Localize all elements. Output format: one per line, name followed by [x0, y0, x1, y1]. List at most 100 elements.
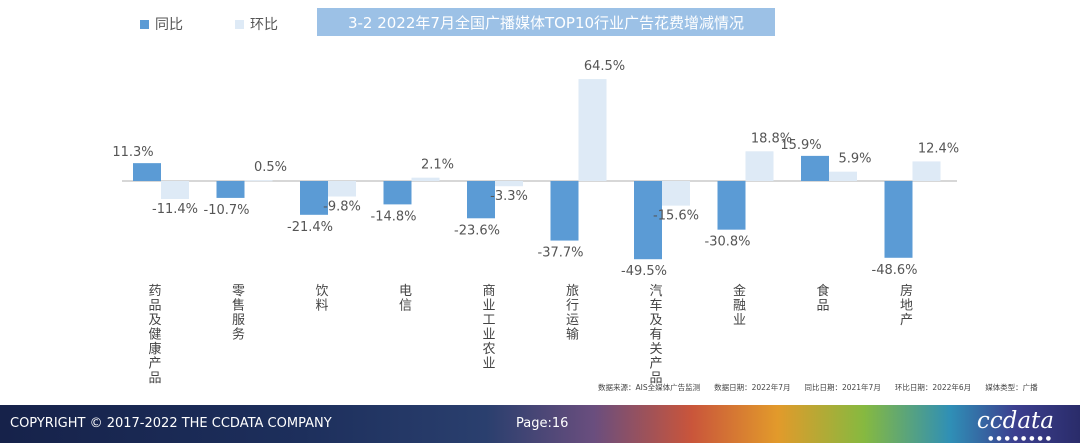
data-label-yoy-2: -21.4%: [287, 220, 333, 235]
source-note: 数据来源：AIS全媒体广告监测 数据日期：2022年7月 同比日期：2021年7…: [598, 382, 1058, 393]
data-label-yoy-1: -10.7%: [204, 203, 250, 218]
data-label-mom-7: 18.8%: [751, 131, 792, 146]
bar-yoy-7: [717, 181, 746, 230]
category-label-5-char-2: 运: [566, 313, 579, 328]
bar-yoy-8: [801, 155, 829, 181]
category-label-0-char-1: 品: [148, 299, 161, 314]
data-label-yoy-9: -48.6%: [872, 263, 918, 278]
data-label-mom-8: 5.9%: [838, 152, 871, 167]
category-label-6-char-5: 产: [649, 357, 662, 372]
bar-mom-7: [745, 151, 774, 181]
category-label-5-char-0: 旅: [566, 284, 579, 299]
category-label-2-char-1: 料: [315, 299, 328, 314]
logo-dots: ●●●●●●●●: [988, 435, 1054, 442]
category-label-5-char-3: 输: [566, 327, 579, 343]
category-label-0-char-3: 健: [148, 328, 161, 343]
category-label-9-char-0: 房: [900, 283, 913, 299]
legend-item-mom: 环比: [235, 14, 278, 34]
bar-mom-2: [328, 181, 356, 197]
footer: COPYRIGHT © 2017-2022 THE CCDATA COMPANY…: [0, 405, 1080, 443]
category-label-8-char-0: 食: [816, 283, 829, 299]
legend-item-yoy: 同比: [140, 14, 183, 34]
source-yoy-date: 同比日期：2021年7月: [804, 383, 881, 392]
category-label-4-char-5: 业: [482, 357, 495, 372]
bar-yoy-6: [634, 181, 662, 260]
legend-label-yoy: 同比: [155, 17, 183, 33]
data-label-yoy-6: -49.5%: [621, 264, 667, 279]
data-label-mom-1: 0.5%: [254, 160, 287, 175]
bar-mom-4: [495, 181, 523, 187]
category-label-5-char-1: 行: [566, 299, 579, 314]
bar-mom-5: [578, 79, 607, 181]
category-label-4-char-1: 业: [482, 299, 495, 314]
bar-yoy-9: [884, 181, 913, 258]
category-label-6-char-0: 汽: [649, 284, 662, 299]
data-label-yoy-8: 15.9%: [780, 138, 821, 153]
category-label-2-char-0: 饮: [315, 284, 328, 299]
category-label-9-char-2: 产: [900, 313, 913, 328]
category-label-7-char-1: 融: [733, 299, 746, 314]
category-label-6-char-4: 关: [649, 342, 662, 357]
copyright-text: COPYRIGHT © 2017-2022 THE CCDATA COMPANY: [10, 416, 332, 431]
data-label-mom-9: 12.4%: [918, 141, 959, 156]
category-label-4-char-4: 农: [482, 342, 495, 357]
source-data-source: 数据来源：AIS全媒体广告监测: [598, 383, 701, 392]
data-label-mom-5: 64.5%: [584, 59, 625, 74]
category-label-1-char-1: 售: [232, 298, 245, 314]
category-label-3-char-0: 电: [399, 284, 412, 299]
bar-yoy-0: [133, 163, 161, 181]
category-label-6-char-6: 品: [649, 371, 662, 386]
category-label-1-char-2: 服: [232, 313, 245, 328]
category-label-6-char-3: 有: [649, 328, 662, 343]
bar-mom-6: [662, 181, 690, 206]
bar-mom-8: [829, 171, 857, 181]
bar-mom-0: [161, 181, 189, 200]
bar-chart: 11.3%-11.4%药品及健康产品-10.7%0.5%零售服务-21.4%-9…: [112, 59, 959, 386]
source-mom-date: 环比日期：2022年6月: [894, 383, 972, 392]
source-media-type: 媒体类型：广播: [985, 383, 1038, 392]
page-number: Page:16: [516, 416, 569, 431]
legend-label-mom: 环比: [250, 17, 278, 33]
data-label-mom-2: -9.8%: [323, 199, 361, 214]
category-label-0-char-0: 药: [148, 284, 161, 299]
data-label-mom-3: 2.1%: [421, 158, 454, 173]
category-label-9-char-1: 地: [900, 299, 913, 314]
bar-yoy-2: [300, 181, 328, 215]
category-label-0-char-5: 产: [148, 357, 161, 372]
bar-yoy-3: [383, 181, 412, 205]
category-label-6-char-1: 车: [649, 298, 662, 314]
legend-swatch-mom: [235, 19, 244, 29]
category-label-8-char-1: 品: [816, 299, 829, 314]
category-label-0-char-4: 康: [148, 341, 161, 357]
data-label-yoy-4: -23.6%: [454, 223, 500, 238]
category-label-3-char-1: 信: [399, 299, 412, 314]
chart-title: 3-2 2022年7月全国广播媒体TOP10行业广告花费增减情况: [317, 8, 775, 36]
category-label-1-char-3: 务: [232, 327, 245, 343]
legend-swatch-yoy: [140, 19, 149, 29]
legend: 同比 环比: [140, 14, 330, 34]
bar-yoy-1: [216, 181, 245, 198]
data-label-mom-0: -11.4%: [152, 202, 198, 217]
source-data-date: 数据日期：2022年7月: [714, 383, 791, 392]
category-label-1-char-0: 零: [232, 284, 245, 299]
data-label-mom-6: -15.6%: [653, 209, 699, 224]
ccdata-logo: ccdata: [976, 408, 1054, 434]
bar-mom-3: [411, 177, 440, 181]
category-label-7-char-0: 金: [733, 283, 746, 299]
category-label-4-char-2: 工: [482, 313, 495, 328]
data-label-yoy-0: 11.3%: [112, 145, 153, 160]
category-label-7-char-2: 业: [733, 313, 746, 328]
bar-yoy-5: [550, 181, 579, 241]
category-label-0-char-6: 品: [148, 371, 161, 386]
data-label-mom-4: -3.3%: [490, 189, 528, 204]
category-label-0-char-2: 及: [148, 313, 161, 328]
category-label-4-char-0: 商: [482, 284, 495, 299]
data-label-yoy-3: -14.8%: [371, 209, 417, 224]
data-label-yoy-7: -30.8%: [705, 235, 751, 250]
category-label-4-char-3: 业: [482, 328, 495, 343]
bar-mom-9: [912, 161, 941, 181]
data-label-yoy-5: -37.7%: [538, 246, 584, 261]
bar-yoy-4: [467, 181, 495, 219]
bar-mom-1: [244, 180, 273, 182]
category-label-6-char-2: 及: [649, 313, 662, 328]
